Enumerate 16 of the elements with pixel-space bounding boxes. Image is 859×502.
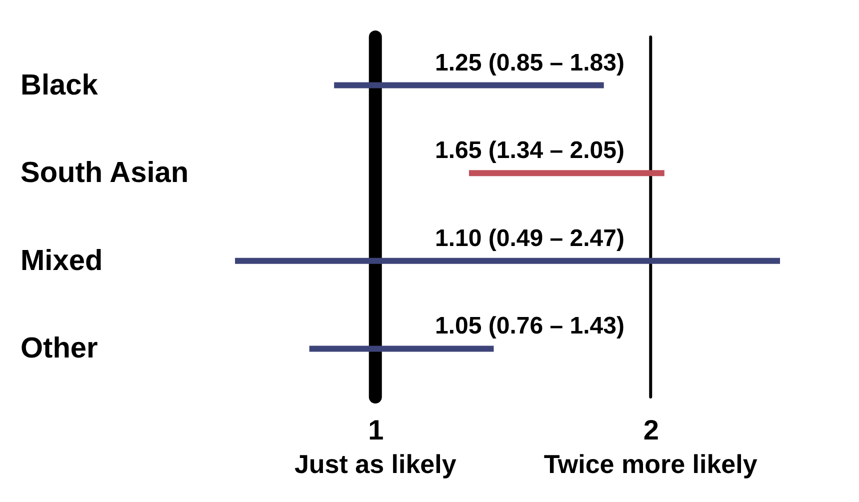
annotation: 1.25 (0.85 – 1.83) [435,49,624,76]
annotation: 1.10 (0.49 – 2.47) [435,224,624,252]
y-tick-label: Other [20,332,98,365]
y-tick-label: Black [20,69,99,102]
y-tick-label: South Asian [20,157,189,190]
annotation: 1.65 (1.34 – 2.05) [435,137,624,164]
bar [309,346,494,352]
bar [334,82,604,88]
x-tick-label: 1 [368,414,384,446]
bar [235,258,780,264]
x-tick-label: 2 [643,414,659,446]
ref-line-label: Just as likely [294,449,457,479]
y-tick-label: Mixed [20,244,103,277]
annotation: 1.05 (0.76 – 1.43) [435,312,624,340]
bar [468,170,664,176]
ref-line-label: Twice more likely [544,449,758,479]
